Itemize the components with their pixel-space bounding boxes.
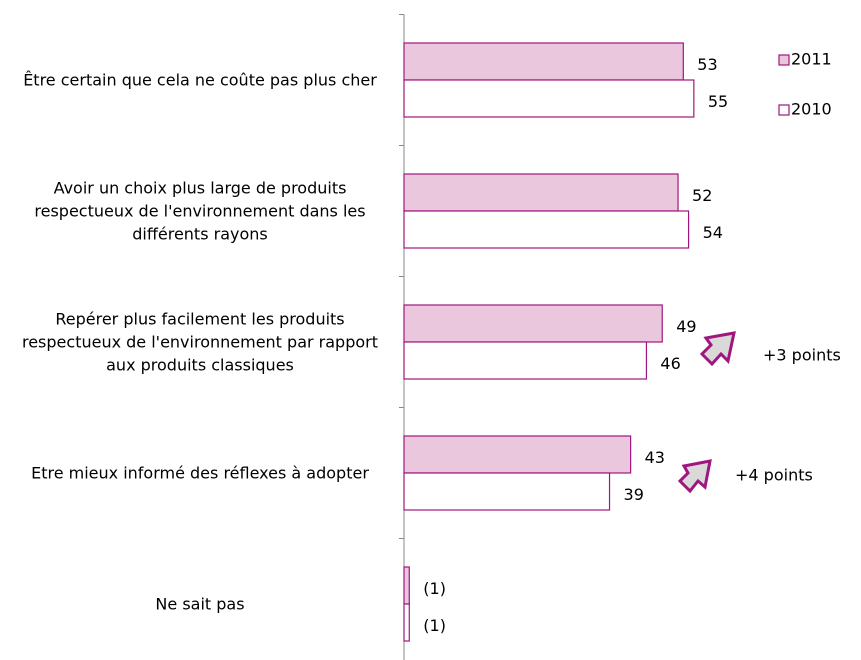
arrow-icon bbox=[677, 459, 712, 494]
bar bbox=[403, 304, 663, 343]
bar bbox=[403, 566, 410, 605]
value-label: 46 bbox=[660, 354, 680, 373]
annotation: +4 points bbox=[735, 466, 813, 485]
bar bbox=[403, 341, 648, 380]
legend-swatch bbox=[778, 104, 790, 116]
value-label: (1) bbox=[423, 616, 446, 635]
category-label: Être certain que cela ne coûte pas plus … bbox=[23, 70, 377, 90]
value-label: 54 bbox=[703, 223, 723, 242]
value-label: 53 bbox=[697, 55, 717, 74]
bar bbox=[403, 603, 410, 642]
category-label: Ne sait pas bbox=[155, 594, 245, 614]
category-label: Avoir un choix plus large de produits re… bbox=[34, 178, 366, 244]
bar bbox=[403, 472, 611, 511]
bar bbox=[403, 79, 695, 118]
arrow-icon bbox=[699, 331, 736, 367]
legend-label: 2011 bbox=[791, 50, 832, 69]
bar bbox=[403, 435, 632, 474]
legend-label: 2010 bbox=[791, 100, 832, 119]
value-label: 55 bbox=[708, 92, 728, 111]
category-label: Repérer plus facilement les produits res… bbox=[21, 309, 378, 375]
value-label: 43 bbox=[645, 448, 665, 467]
value-label: 49 bbox=[676, 317, 696, 336]
bar bbox=[403, 210, 690, 249]
bar bbox=[403, 42, 684, 81]
value-label: (1) bbox=[423, 579, 446, 598]
value-label: 52 bbox=[692, 186, 712, 205]
value-label: 39 bbox=[624, 485, 644, 504]
bar bbox=[403, 173, 679, 212]
category-label: Etre mieux informé des réflexes à adopte… bbox=[31, 463, 369, 483]
legend-swatch bbox=[778, 54, 790, 66]
annotation: +3 points bbox=[763, 346, 841, 365]
